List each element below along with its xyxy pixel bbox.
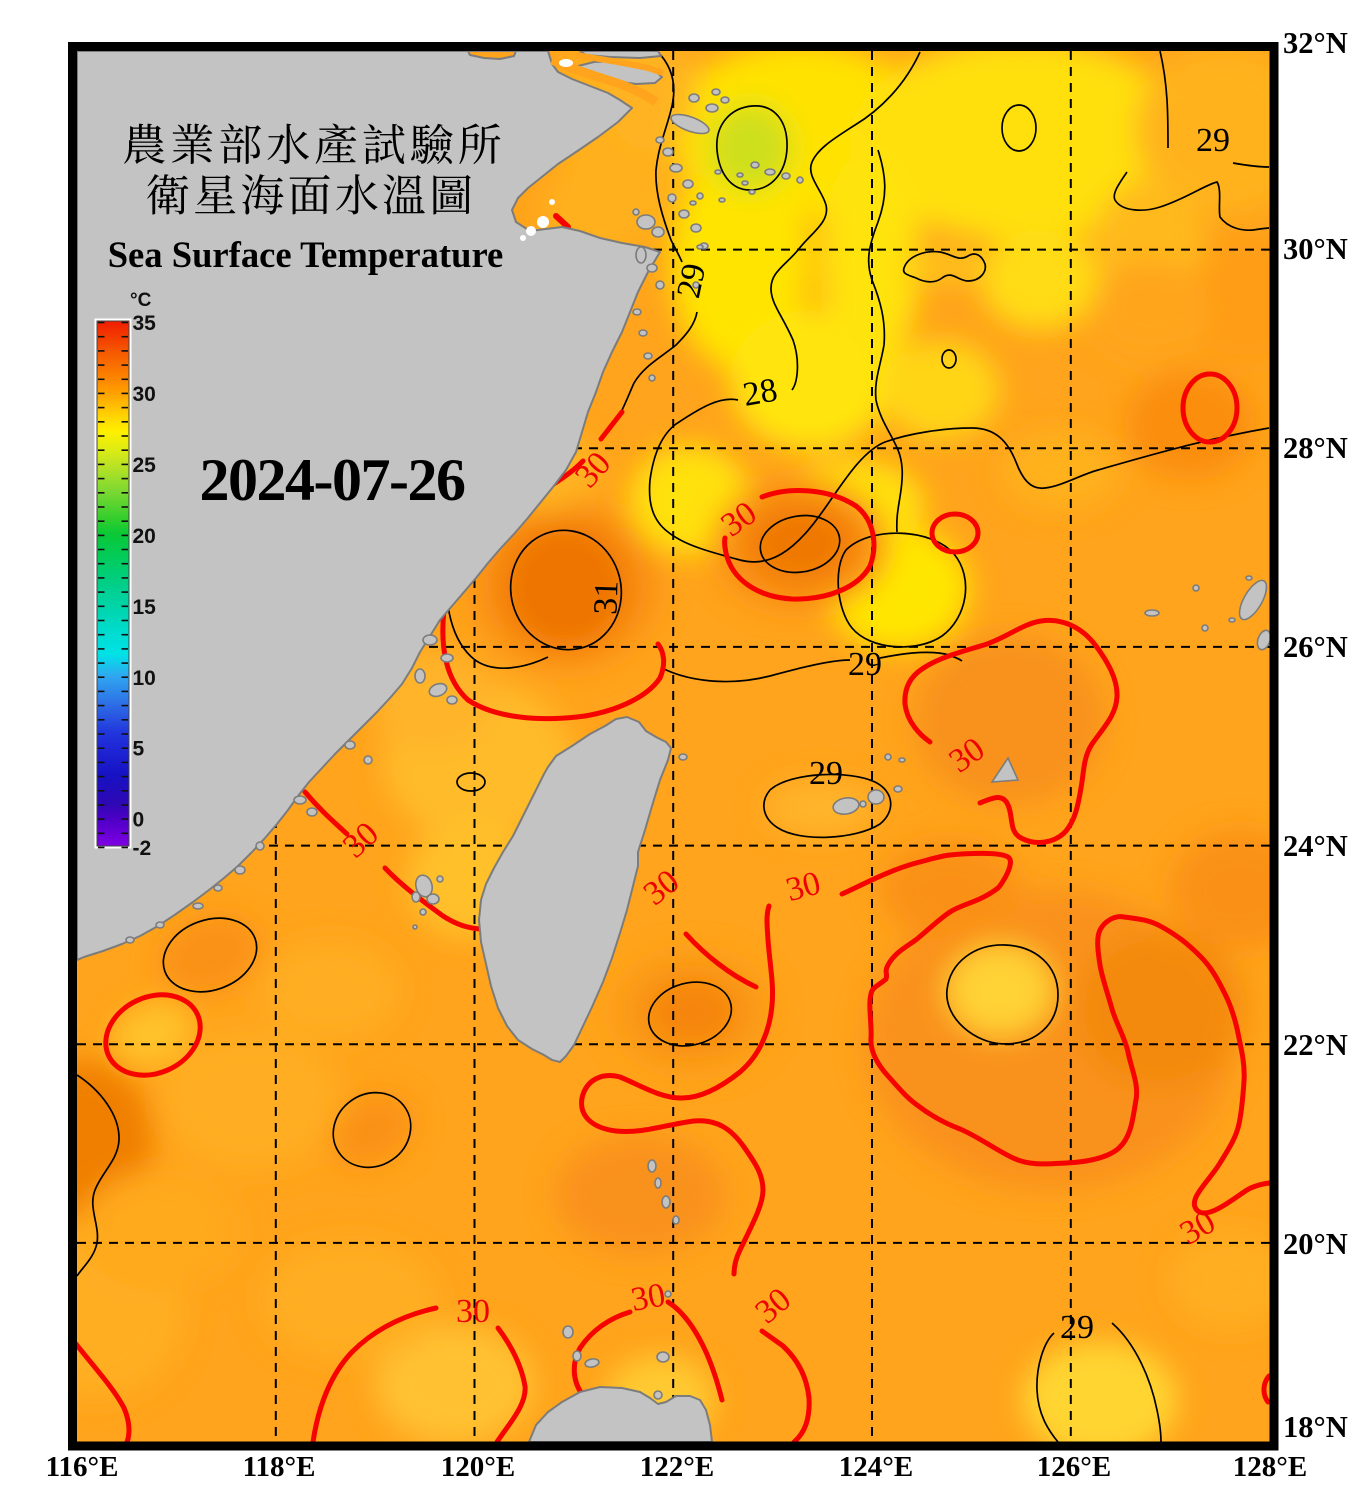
svg-text:28: 28 [740,371,780,413]
svg-text:29: 29 [1196,122,1230,159]
svg-text:30°N: 30°N [1283,232,1348,266]
svg-text:118°E: 118°E [243,1451,316,1483]
svg-text:20: 20 [133,525,156,548]
svg-text:116°E: 116°E [46,1451,119,1483]
svg-text:30: 30 [456,1293,490,1330]
svg-text:25: 25 [133,454,157,477]
svg-text:122°E: 122°E [640,1451,714,1483]
svg-text:30: 30 [628,1276,668,1318]
svg-text:10: 10 [133,667,156,690]
svg-text:126°E: 126°E [1037,1451,1111,1483]
svg-text:28°N: 28°N [1283,431,1348,465]
svg-text:2024-07-26: 2024-07-26 [200,447,465,513]
svg-text:35: 35 [133,312,157,335]
svg-text:29: 29 [848,646,882,683]
svg-text:18°N: 18°N [1283,1410,1348,1444]
svg-text:-2: -2 [133,837,152,860]
svg-text:120°E: 120°E [441,1451,515,1483]
svg-text:20°N: 20°N [1283,1227,1348,1261]
svg-text:5: 5 [133,738,145,761]
svg-text:124°E: 124°E [839,1451,913,1483]
svg-text:22°N: 22°N [1283,1028,1348,1062]
svg-text:29: 29 [809,755,843,792]
svg-text:24°N: 24°N [1283,829,1348,863]
svg-text:128°E: 128°E [1233,1451,1307,1483]
svg-text:Sea Surface Temperature: Sea Surface Temperature [108,234,504,275]
svg-text:°C: °C [130,290,152,311]
svg-text:32°N: 32°N [1283,26,1348,60]
svg-text:29: 29 [670,260,713,301]
svg-text:26°N: 26°N [1283,630,1348,664]
svg-text:0: 0 [133,809,145,832]
svg-text:31: 31 [587,580,625,615]
svg-text:29: 29 [1060,1309,1094,1346]
svg-text:15: 15 [133,596,157,619]
svg-text:30: 30 [133,383,156,406]
